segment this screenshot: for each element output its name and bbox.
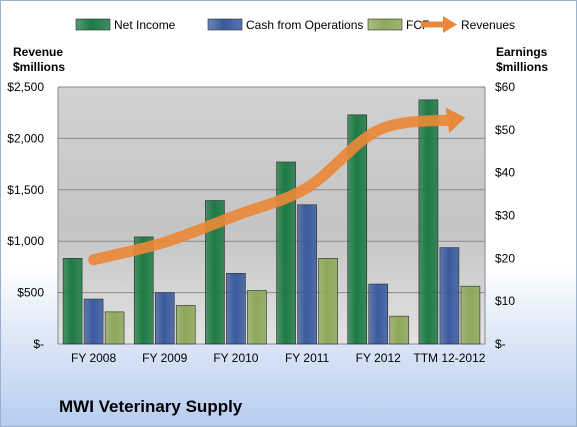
company-name: MWI Veterinary Supply bbox=[59, 397, 243, 416]
right-tick-label: $30 bbox=[495, 209, 515, 223]
bar-fcf bbox=[389, 315, 410, 345]
right-tick-label: $20 bbox=[495, 251, 515, 265]
right-tick-label: $- bbox=[495, 337, 506, 351]
right-tick-label: $10 bbox=[495, 294, 515, 308]
left-tick-label: $2,000 bbox=[7, 131, 44, 145]
bar-fcf bbox=[175, 305, 196, 345]
right-tick-label: $40 bbox=[495, 166, 515, 180]
bar-net-income bbox=[133, 236, 154, 345]
right-axis-title-units: $millions bbox=[496, 60, 548, 74]
bar-cash-from-operations bbox=[154, 292, 175, 345]
legend-label-cash-from-operations: Cash from Operations bbox=[246, 18, 363, 32]
bar-fcf bbox=[104, 311, 125, 345]
legend-swatch-cash-from-operations bbox=[207, 18, 243, 31]
left-axis-title: Revenue bbox=[13, 45, 63, 59]
bar-net-income bbox=[205, 200, 225, 345]
legend-label-revenues: Revenues bbox=[461, 18, 515, 32]
right-axis-title: Earnings bbox=[496, 45, 548, 59]
left-axis-title-units: $millions bbox=[13, 60, 65, 74]
right-tick-label: $50 bbox=[495, 123, 515, 137]
revenue-line bbox=[88, 114, 455, 266]
bar-net-income bbox=[347, 114, 368, 345]
bar-net-income bbox=[418, 99, 439, 345]
bar-fcf bbox=[318, 258, 338, 345]
legend-swatch-net-income bbox=[75, 18, 111, 31]
plot-area bbox=[58, 87, 485, 344]
bar-fcf bbox=[460, 285, 481, 345]
left-tick-label: $1,500 bbox=[7, 183, 44, 197]
bar-net-income bbox=[276, 161, 296, 345]
legend-swatch-fcf bbox=[367, 18, 403, 31]
bar-cash-from-operations bbox=[439, 247, 460, 345]
x-tick-label: FY 2012 bbox=[356, 351, 401, 365]
bar-cash-from-operations bbox=[297, 204, 317, 345]
x-tick-label: FY 2010 bbox=[213, 351, 258, 365]
left-tick-label: $2,500 bbox=[7, 80, 44, 94]
bar-cash-from-operations bbox=[226, 273, 246, 345]
left-tick-label: $- bbox=[33, 337, 44, 351]
x-tick-label: FY 2011 bbox=[285, 351, 330, 365]
bar-cash-from-operations bbox=[368, 283, 389, 345]
bar-net-income bbox=[62, 258, 83, 345]
x-tick-label: FY 2009 bbox=[142, 351, 187, 365]
right-tick-label: $60 bbox=[495, 80, 515, 94]
legend-label-net-income: Net Income bbox=[114, 18, 176, 32]
left-tick-label: $500 bbox=[17, 286, 44, 300]
revenue-arrowhead bbox=[445, 107, 466, 134]
x-tick-label: FY 2008 bbox=[71, 351, 116, 365]
x-tick-label: TTM 12-2012 bbox=[413, 351, 485, 365]
left-tick-label: $1,000 bbox=[7, 234, 44, 248]
bar-fcf bbox=[247, 290, 267, 345]
legend-arrowhead-revenues bbox=[443, 16, 457, 33]
bar-cash-from-operations bbox=[83, 298, 104, 345]
